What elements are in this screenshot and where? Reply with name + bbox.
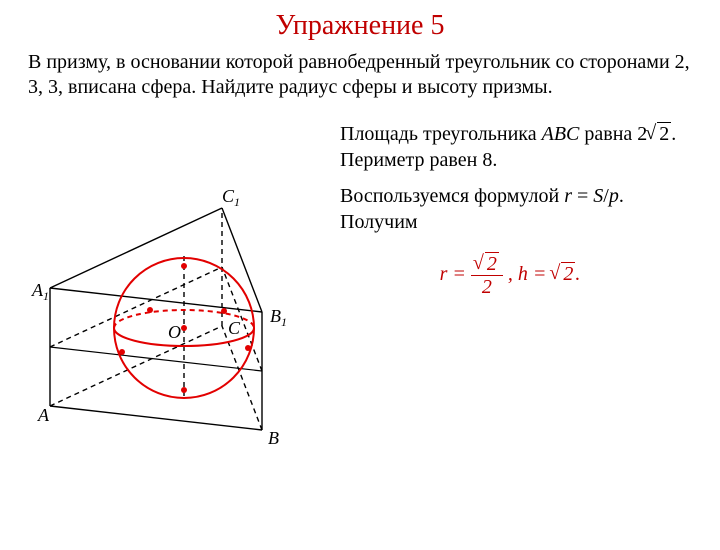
txt: равна [579,123,637,145]
abc: ABC [542,123,580,145]
var-r: r [564,185,572,207]
svg-text:O: O [168,322,181,342]
svg-text:A: A [37,405,50,425]
txt: = [572,185,593,207]
h-label: h [518,263,528,285]
svg-text:C1: C1 [222,186,240,209]
prism-sphere-diagram: A B C A1 B1 C1 O [0,106,340,446]
txt: Воспользуемся формулой [340,185,564,207]
problem-text: В призму, в основании которой равнобедре… [28,50,692,100]
svg-text:C: C [228,318,241,338]
h-rad: 2 [561,262,575,285]
var-S: S [593,185,603,207]
page-title: Упражнение 5 [0,10,720,42]
result-formula: r = 2 2 , h = 2. [340,253,680,298]
svg-text:B: B [268,428,279,446]
var-p: p [609,185,619,207]
solution-line1: Площадь треугольника ABC равна 22. Перим… [340,121,680,173]
r-den: 2 [471,276,503,298]
radicand: 2 [657,122,671,145]
diagram-svg: A B C A1 B1 C1 O [0,106,340,446]
solution-text: Площадь треугольника ABC равна 22. Перим… [340,121,680,446]
svg-text:A1: A1 [31,280,49,303]
h-value: 2 [551,261,575,287]
content-row: ABCA1B1C1O Площадь треугольника ABC равн… [0,106,720,446]
area-value: 22 [637,123,671,145]
solution-line2: Воспользуемся формулой r = S/p. Получим [340,183,680,235]
r-num: 2 [485,252,499,275]
txt: Площадь треугольника [340,123,542,145]
r-fraction: 2 2 [471,253,503,298]
svg-text:B1: B1 [270,306,287,329]
r-label: r [440,263,448,285]
